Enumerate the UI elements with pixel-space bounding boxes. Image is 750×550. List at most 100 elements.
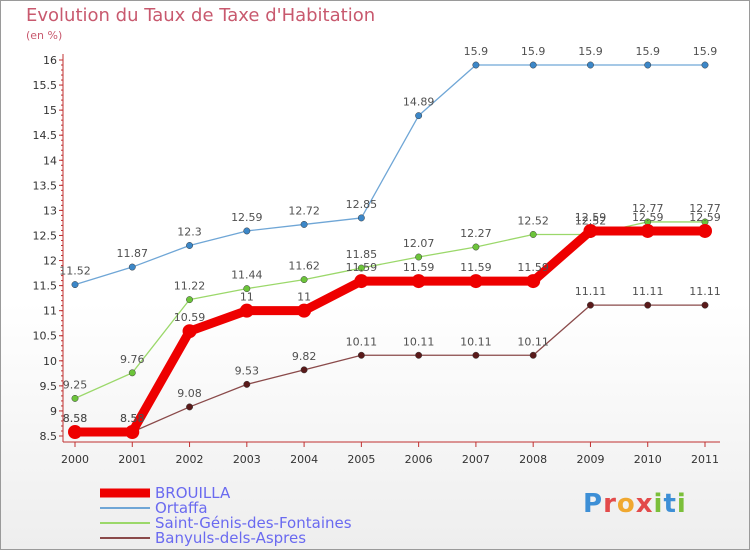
data-label-brouilla: 12.59 <box>575 211 607 224</box>
data-point-saint-g-nis-des-fontaines <box>357 264 365 272</box>
data-label-brouilla: 11.59 <box>517 261 549 274</box>
x-tick-label: 2001 <box>118 453 146 466</box>
data-point-ortaffa <box>587 61 594 69</box>
legend-label-banyuls-dels-aspres: Banyuls-dels-Aspres <box>155 529 306 547</box>
data-point-brouilla <box>698 223 712 238</box>
data-label-brouilla: 8.58 <box>120 412 145 425</box>
y-tick-label: 16 <box>43 54 57 67</box>
data-label-saint-g-nis-des-fontaines: 12.27 <box>460 227 492 240</box>
x-tick-label: 2006 <box>405 453 433 466</box>
x-tick-label: 2002 <box>176 453 204 466</box>
data-point-banyuls-dels-aspres <box>587 301 594 309</box>
data-point-banyuls-dels-aspres <box>529 351 537 359</box>
series-line-brouilla <box>75 226 705 437</box>
data-label-brouilla: 11.59 <box>346 261 378 274</box>
data-point-banyuls-dels-aspres <box>243 380 251 388</box>
data-point-saint-g-nis-des-fontaines <box>415 253 423 261</box>
data-point-brouilla <box>68 424 82 439</box>
y-tick-label: 10.5 <box>33 330 58 343</box>
data-label-saint-g-nis-des-fontaines: 12.07 <box>403 237 435 250</box>
data-point-saint-g-nis-des-fontaines <box>128 369 136 377</box>
data-point-banyuls-dels-aspres <box>357 351 365 359</box>
data-label-banyuls-dels-aspres: 10.11 <box>517 335 549 348</box>
data-point-banyuls-dels-aspres <box>701 301 709 309</box>
data-label-saint-g-nis-des-fontaines: 12.77 <box>689 202 721 215</box>
data-point-brouilla <box>354 274 369 289</box>
data-point-banyuls-dels-aspres <box>472 351 480 359</box>
data-point-brouilla <box>239 303 254 318</box>
data-label-ortaffa: 15.9 <box>693 45 718 58</box>
data-label-brouilla: 11 <box>297 291 311 304</box>
data-label-saint-g-nis-des-fontaines: 11.85 <box>346 248 378 261</box>
data-label-brouilla: 11.59 <box>403 261 435 274</box>
data-label-saint-g-nis-des-fontaines: 12.77 <box>632 202 664 215</box>
data-point-banyuls-dels-aspres <box>644 301 652 309</box>
legend-label-ortaffa: Ortaffa <box>155 499 208 517</box>
chart-title: Evolution du Taux de Taxe d'Habitation <box>26 5 376 26</box>
data-point-banyuls-dels-aspres <box>415 351 423 359</box>
legend-label-saint-g-nis-des-fontaines: Saint-Génis-des-Fontaines <box>155 514 352 532</box>
y-tick-label: 14.5 <box>33 129 58 142</box>
y-tick-label: 8.5 <box>40 430 58 443</box>
y-tick-label: 14 <box>43 154 57 167</box>
data-label-saint-g-nis-des-fontaines: 11.62 <box>288 260 320 273</box>
data-point-banyuls-dels-aspres <box>300 366 308 374</box>
data-label-banyuls-dels-aspres: 9.08 <box>177 387 202 400</box>
data-label-banyuls-dels-aspres: 11.11 <box>575 285 607 298</box>
data-label-banyuls-dels-aspres: 10.11 <box>346 335 378 348</box>
x-tick-label: 2009 <box>576 453 604 466</box>
logo-letter: x <box>635 489 654 519</box>
data-label-banyuls-dels-aspres: 11.11 <box>689 285 721 298</box>
y-tick-label: 11.5 <box>33 280 58 293</box>
data-label-ortaffa: 12.59 <box>231 211 263 224</box>
data-label-saint-g-nis-des-fontaines: 11.44 <box>231 269 263 282</box>
data-point-saint-g-nis-des-fontaines <box>300 276 308 284</box>
y-tick-label: 11 <box>43 305 57 318</box>
data-point-brouilla <box>125 424 140 439</box>
y-tick-label: 10 <box>43 355 57 368</box>
data-label-ortaffa: 11.87 <box>117 247 149 260</box>
data-label-brouilla: 10.59 <box>174 311 206 324</box>
data-point-ortaffa <box>128 263 136 271</box>
y-tick-label: 9 <box>50 405 57 418</box>
x-tick-label: 2011 <box>691 453 719 466</box>
logo-letter: r <box>603 489 617 519</box>
x-tick-label: 2005 <box>347 453 375 466</box>
data-label-ortaffa: 12.3 <box>177 225 202 238</box>
data-label-banyuls-dels-aspres: 8.58 <box>120 412 145 425</box>
data-label-banyuls-dels-aspres: 9.53 <box>235 364 260 377</box>
data-label-brouilla: 12.59 <box>632 211 664 224</box>
data-point-ortaffa <box>472 61 480 69</box>
proxiti-logo: Proxiti <box>583 489 687 519</box>
data-point-ortaffa <box>357 214 365 222</box>
data-point-ortaffa <box>243 227 251 235</box>
data-label-saint-g-nis-des-fontaines: 12.52 <box>517 214 549 227</box>
legend-label-brouilla: BROUILLA <box>155 484 231 502</box>
axes: 8.5 9 9.5 10 10.5 11 11.5 12 12.5 13 13.5 14 14.5 15 1… <box>33 54 720 466</box>
data-label-banyuls-dels-aspres: 11.11 <box>632 285 664 298</box>
data-point-saint-g-nis-des-fontaines <box>186 296 193 304</box>
data-label-ortaffa: 12.85 <box>346 198 378 211</box>
data-labels: 11.52 11.87 12.3 12.59 12.72 12.85 14.89 15.9 15… <box>59 45 721 425</box>
data-point-saint-g-nis-des-fontaines <box>472 243 480 251</box>
data-label-brouilla: 8.58 <box>63 412 88 425</box>
logo-letter: t <box>663 489 677 519</box>
y-tick-label: 15 <box>43 104 57 117</box>
data-point-saint-g-nis-des-fontaines <box>243 285 251 293</box>
x-tick-label: 2007 <box>462 453 490 466</box>
series-line-banyuls-dels-aspres <box>75 304 705 433</box>
data-point-brouilla <box>583 223 598 238</box>
logo-letter: i <box>676 489 687 519</box>
data-point-ortaffa <box>701 61 709 69</box>
data-label-ortaffa: 15.9 <box>578 45 603 58</box>
data-label-ortaffa: 15.9 <box>464 45 489 58</box>
data-point-saint-g-nis-des-fontaines <box>529 231 537 238</box>
data-point-ortaffa <box>529 61 537 69</box>
data-point-ortaffa <box>644 61 652 69</box>
legend: BROUILLAOrtaffaSaint-Génis-des-Fontaines… <box>100 484 352 547</box>
data-label-brouilla: 11 <box>240 291 254 304</box>
y-tick-label: 12.5 <box>33 229 58 242</box>
y-tick-label: 13 <box>43 204 57 217</box>
